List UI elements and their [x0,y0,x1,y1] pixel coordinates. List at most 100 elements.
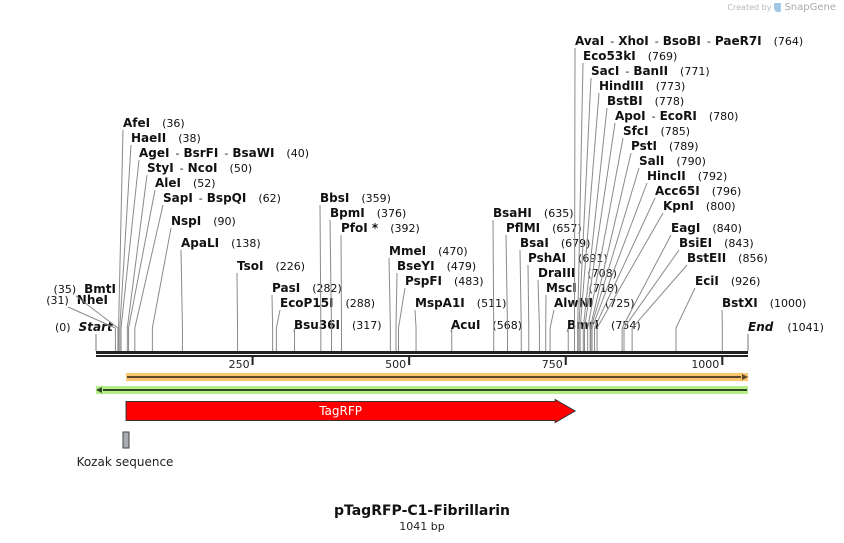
restriction-site-sfci[interactable]: SfcI (785) [587,124,690,351]
site-label: MmeI (470) [389,244,468,258]
ruler-tick-label: 500 [385,358,406,371]
site-position: (511) [477,297,507,310]
enzyme-name: HaeII [131,131,166,145]
restriction-site-styi[interactable]: StyI - NcoI (50) [126,161,252,351]
site-label: EagI (840) [671,221,742,235]
site-label: Eco53kI (769) [583,49,677,63]
restriction-site-ecii[interactable]: EciI (926) [675,274,761,351]
arrowhead-icon [96,387,102,393]
site-label: PflMI (657) [506,221,582,235]
site-position: (282) [312,282,342,295]
restriction-site-apali[interactable]: ApaLI (138) [180,236,261,351]
site-position: (62) [258,192,281,205]
site-position: (725) [605,297,635,310]
restriction-site-mmei[interactable]: MmeI (470) [388,244,468,351]
restriction-site-hindiii[interactable]: HindIII (773) [579,79,686,351]
site-label: BsiEI (843) [679,236,754,250]
site-label: AfeI (36) [123,116,185,130]
restriction-site-acc65i[interactable]: Acc65I (796) [594,184,742,351]
enzyme-name: NheI [77,293,108,307]
site-label: BstEII (856) [687,251,768,265]
enzyme-name: ApoI [615,109,646,123]
enzyme-name: StyI [147,161,174,175]
restriction-site-tsoi[interactable]: TsoI (226) [236,259,305,351]
site-label: AgeI - BsrFI - BsaWI (40) [139,146,309,160]
leader-line [623,249,680,329]
restriction-site-pspfi[interactable]: PspFI (483) [398,274,484,351]
site-position: (773) [656,80,686,93]
restriction-site-alei[interactable]: AleI (52) [128,176,216,351]
feature-label: Kozak sequence [77,455,174,469]
restriction-site-eco53ki[interactable]: Eco53kI (769) [577,49,678,351]
restriction-site-pasi[interactable]: PasI (282) [271,281,342,351]
enzyme-name: HincII [647,169,686,183]
restriction-site-saci[interactable]: SacI - BanII (771) [578,64,710,351]
restriction-site-sali[interactable]: SalI (790) [590,154,706,351]
site-label: PasI (282) [272,281,342,295]
enzyme-name: BsoBI [663,34,701,48]
restriction-site-bpmi[interactable]: BpmI (376) [329,206,406,351]
feature-kozak-sequence[interactable]: Kozak sequence [77,431,174,469]
restriction-site-avai[interactable]: AvaI - XhoI - BsoBI - PaeR7I (764) [574,34,804,351]
leader-line [75,295,119,329]
leader-line [319,204,322,329]
restriction-site-bsiei[interactable]: BsiEI (843) [623,236,754,351]
restriction-site-bsahi[interactable]: BsaHI (635) [492,206,574,351]
restriction-site-psti[interactable]: PstI (789) [589,139,699,351]
restriction-site-bbsi[interactable]: BbsI (359) [319,191,391,351]
leader-line [236,272,239,329]
site-label: EciI (926) [695,274,760,288]
leader-line [67,306,116,329]
restriction-site-hincii[interactable]: HincII (792) [591,169,727,351]
restriction-site-ecop15i[interactable]: EcoP15I (288) [275,296,375,351]
enzyme-name: TsoI [237,259,263,273]
enzyme-name: SfcI [623,124,648,138]
site-position: (288) [346,297,376,310]
site-position: (785) [660,125,690,138]
feature-green-arrow-feature[interactable] [95,385,748,395]
restriction-site-bmti[interactable]: (35) BmtI [54,282,119,351]
restriction-site-kpni[interactable]: KpnI (800) [596,199,736,351]
restriction-site-apoi[interactable]: ApoI - EcoRI (780) [584,109,739,351]
restriction-site-bstxi[interactable]: BstXI (1000) [721,296,806,351]
site-label: SacI - BanII (771) [591,64,710,78]
restriction-site-nhei[interactable]: (31) NheI [46,293,116,351]
snapgene-credit: Created by SnapGene [727,2,836,13]
map-length: 1041 bp [399,520,445,533]
restriction-site-acui[interactable]: AcuI (568) [450,318,522,351]
enzyme-name: EcoP15I [280,296,334,310]
enzyme-name: PstI [631,139,657,153]
site-position: (317) [352,319,382,332]
restriction-site-msci[interactable]: MscI (718) [545,281,619,351]
restriction-site-bstbi[interactable]: BstBI (778) [582,94,684,351]
enzyme-name: AcuI [451,318,480,332]
restriction-site-eagi[interactable]: EagI (840) [621,221,742,351]
restriction-site-alwni[interactable]: AlwNI (725) [549,296,635,351]
enzyme-name: BstBI [607,94,643,108]
restriction-site-mspa1i[interactable]: MspA1I (511) [414,296,507,351]
restriction-site-pfoi[interactable]: PfoI * (392) [340,221,420,351]
restriction-site-bseyi[interactable]: BseYI (479) [395,259,476,351]
restriction-site-afei[interactable]: AfeI (36) [118,116,185,351]
leader-line [579,92,600,329]
enzyme-name: SacI [591,64,619,78]
feature-orange-arrow-feature[interactable] [126,372,749,382]
enzyme-separator: - [175,147,179,160]
feature-tagrfp[interactable]: TagRFP [125,398,577,424]
site-label: NspI (90) [171,214,236,228]
restriction-site-nspi[interactable]: NspI (90) [151,214,236,351]
site-position: (483) [454,275,484,288]
site-label: EcoP15I (288) [280,296,375,310]
site-label: SapI - BspQI (62) [163,191,281,205]
enzyme-name: BseYI [397,259,435,273]
enzyme-name: XhoI [618,34,649,48]
restriction-site-haeii[interactable]: HaeII (38) [119,131,201,351]
site-position: (843) [724,237,754,250]
restriction-site-bsu36i[interactable]: Bsu36I (317) [293,318,382,351]
restriction-site-agei[interactable]: AgeI - BsrFI - BsaWI (40) [120,146,309,351]
leader-line [589,152,632,329]
restriction-site-bsteii[interactable]: BstEII (856) [631,251,768,351]
restriction-site-sapi[interactable]: SapI - BspQI (62) [134,191,281,351]
enzyme-name: BpmI [330,206,365,220]
restriction-site-draiii[interactable]: DraIII (708) [537,266,617,351]
